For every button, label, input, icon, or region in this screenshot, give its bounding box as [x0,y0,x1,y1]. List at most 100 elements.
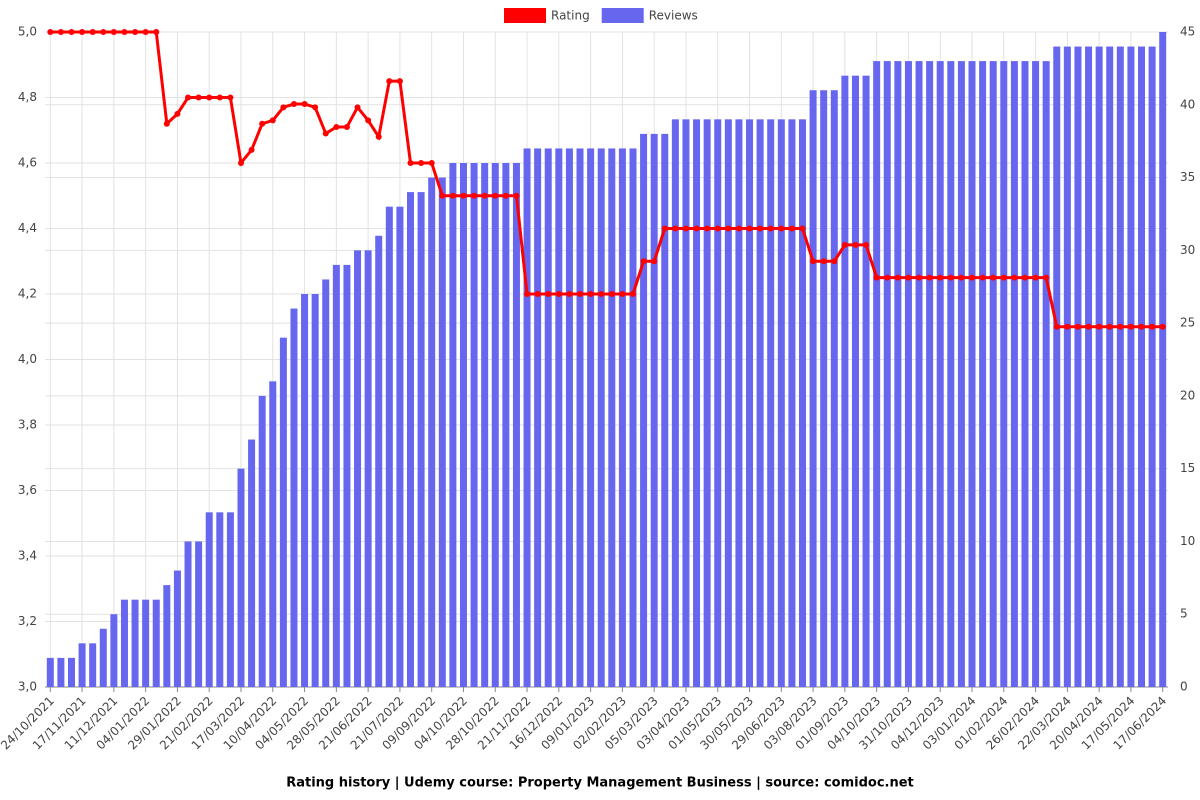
y-tick-label: 5,0 [18,25,37,39]
bar [957,61,965,688]
bar [534,148,542,687]
bar [608,148,616,687]
line-point [566,291,573,297]
line-point [1064,323,1071,330]
line-point [1096,323,1103,330]
bar [661,133,669,687]
line-point [153,29,160,35]
bar [78,643,86,687]
bar [226,512,234,687]
line-point [693,225,700,232]
bar [99,628,107,687]
bar [57,657,65,687]
bar [417,192,425,687]
line-point [735,225,742,232]
line-point [704,225,711,232]
bar [640,133,648,687]
bar [820,90,828,687]
y2-tick-label: 20 [1180,388,1195,402]
line-point [1043,274,1050,281]
line-point [185,94,192,101]
bar [502,163,510,687]
line-point [958,274,965,281]
line-point [629,291,636,297]
line-point [396,78,403,85]
bar [735,119,743,688]
bar [565,148,573,687]
line-point [492,192,499,199]
y2-tick-label: 10 [1180,534,1195,548]
bar [110,614,118,687]
bar [555,148,563,687]
legend-swatch [601,8,644,23]
bar [332,264,340,687]
bar [1021,61,1029,688]
line-point [577,291,584,297]
bar [693,119,701,688]
line-point [216,94,223,101]
bar [915,61,923,688]
line-point [343,123,350,130]
line-point [1074,323,1081,330]
line-point [301,101,308,108]
line-point [894,274,901,281]
line-point [640,258,647,265]
bar [481,163,489,687]
bar [947,61,955,688]
y-tick-label: 3,8 [18,418,37,432]
bar [756,119,764,688]
line-point [714,225,721,232]
line-point [841,241,848,248]
line-point [375,133,382,140]
line-point [1011,274,1018,281]
line-point [799,225,806,232]
bar [904,61,912,688]
bar [1085,46,1093,688]
line-point [365,117,372,124]
line-point [428,160,435,166]
bar [798,119,806,688]
bar [195,541,203,687]
line-point [820,258,827,265]
line-point [1085,323,1092,330]
line-point [947,274,954,281]
bar [163,585,171,687]
bar [746,119,754,688]
bar [396,206,404,687]
bar [216,512,224,687]
line-point [79,29,86,35]
bar [671,119,679,688]
line-point [1021,274,1028,281]
bar [1138,46,1146,688]
line-point [767,225,774,232]
bar [248,439,256,687]
line-point [68,29,75,35]
bar [1116,46,1124,688]
y-tick-label: 3,6 [18,483,37,497]
legend-label: Rating [551,9,590,23]
line-point [852,241,859,248]
bar [120,599,128,687]
line-point [555,291,562,297]
bar [184,541,192,687]
bar [46,657,54,687]
bar [767,119,775,688]
line-point [100,29,107,35]
line-point [619,291,626,297]
line-point [545,291,552,297]
bar [936,61,944,688]
bar [290,308,298,687]
bar [1000,61,1008,688]
y-tick-label: 3,4 [18,549,37,563]
bar [470,163,478,687]
legend-label: Reviews [649,9,698,23]
bar [1148,46,1156,688]
line-point [110,29,117,35]
line-point [57,29,64,35]
line-point [598,291,605,297]
bar [131,599,139,687]
line-point [248,146,255,153]
line-point [290,101,297,108]
line-point [322,130,329,137]
line-point [163,120,170,127]
